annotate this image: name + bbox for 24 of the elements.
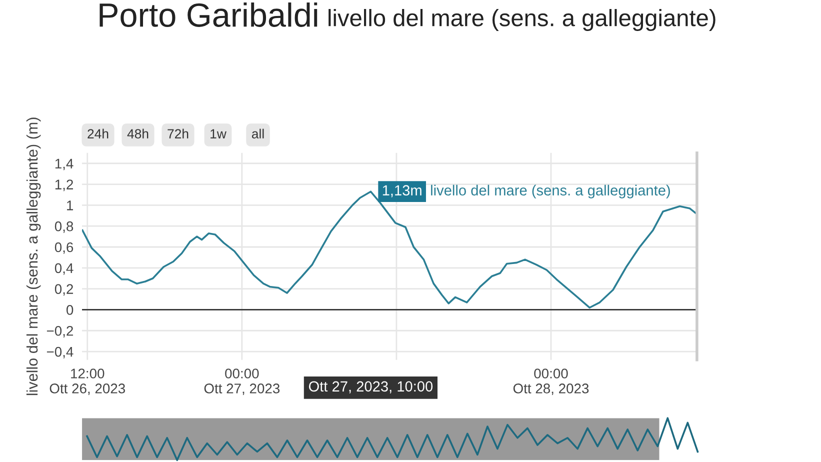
chart-subtitle: livello del mare (sens. a galleggiante) <box>328 8 716 32</box>
y-tick-label: 0,4 <box>54 263 74 275</box>
x-tick-label: 00:00 Ott 27, 2023 <box>204 368 280 396</box>
x-tick-label: 00:00 Ott 28, 2023 <box>513 368 589 396</box>
y-tick-label: 0,8 <box>54 221 74 233</box>
y-tick-label: 0,2 <box>54 284 73 296</box>
y-tick-label: 1,2 <box>55 180 73 192</box>
annotation: 1,13m <box>382 185 422 198</box>
text: 48h <box>127 128 148 138</box>
text: 24h <box>88 128 108 138</box>
chart-title: Porto Garibaldi <box>100 2 318 27</box>
y-tick-label: 1 <box>67 200 74 210</box>
y-tick-label: −0,2 <box>46 326 73 338</box>
y-tick-label: 0,6 <box>54 242 74 254</box>
y-tick-label: 1,4 <box>55 158 74 170</box>
text: 1w <box>210 129 226 138</box>
y-axis-title: livello del mare (sens. a galleggiante) (m) <box>26 118 41 396</box>
y-tick-label: −0,4 <box>46 346 74 358</box>
text: all <box>252 128 264 138</box>
text: 72h <box>168 128 188 138</box>
text: Ott 27, 2023, 10:00 <box>308 381 433 394</box>
x-tick-label: 12:00 Ott 26, 2023 <box>50 368 125 396</box>
y-tick-label: 0 <box>66 305 74 315</box>
legend-label: livello del mare (sens. a galleggiante) <box>431 184 670 198</box>
